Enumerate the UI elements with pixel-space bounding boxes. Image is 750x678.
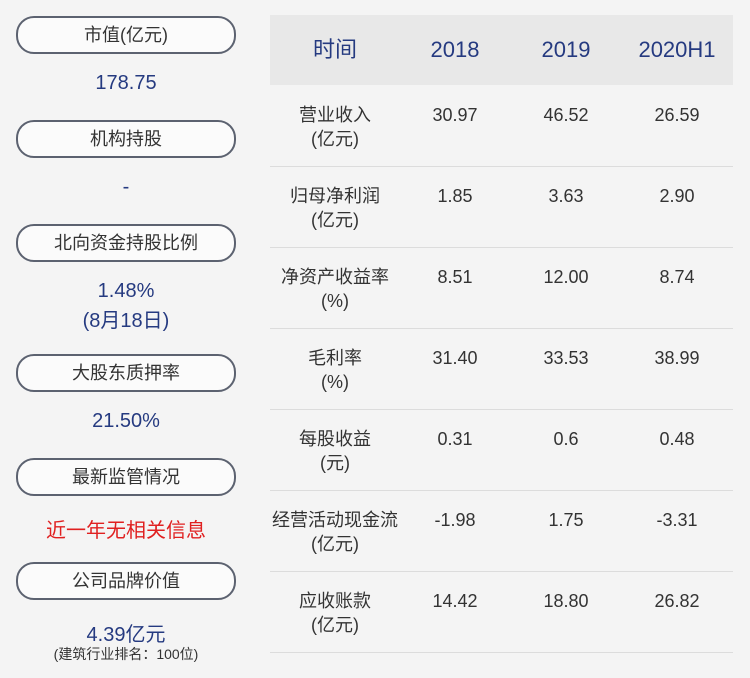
table-row: 应收账款 (亿元) 14.42 18.80 26.82 <box>270 571 733 653</box>
row-label-name: 毛利率 <box>308 348 362 368</box>
figure-value: 1.48% <box>97 280 155 302</box>
row-label: 营业收入 (亿元) <box>270 103 400 151</box>
value-cell: 26.59 <box>654 105 700 125</box>
row-label-name: 归母净利润 <box>290 186 380 206</box>
row-label-name: 经营活动现金流 <box>272 510 398 530</box>
header-cell: 时间 <box>312 37 357 62</box>
table-header <box>270 15 733 85</box>
label-pill: 公司品牌价值 <box>16 562 236 600</box>
table-row: 营业收入 (亿元) 30.97 46.52 26.59 <box>270 85 733 167</box>
row-label-name: 应收账款 <box>299 591 371 611</box>
label-pill: 北向资金持股比例 <box>16 224 236 262</box>
row-label: 经营活动现金流 (亿元) <box>270 508 400 556</box>
value-cell: 18.80 <box>543 591 589 611</box>
value-cell: 12.00 <box>543 267 589 287</box>
figure-value: 4.39亿元 <box>86 624 166 646</box>
label-pill: 机构持股 <box>16 120 236 158</box>
row-label: 应收账款 (亿元) <box>270 589 400 637</box>
row-label-name: 净资产收益率 <box>281 267 389 287</box>
row-label: 毛利率 (%) <box>270 346 400 394</box>
header-cell: 2020H1 <box>638 37 716 62</box>
value-cell: 14.42 <box>432 591 478 611</box>
row-label-name: 营业收入 <box>299 105 371 125</box>
value-cell: 30.97 <box>432 105 478 125</box>
table-row: 归母净利润 (亿元) 1.85 3.63 2.90 <box>270 166 733 248</box>
figure-value: 近一年无相关信息 <box>46 520 206 542</box>
figure-value: 21.50% <box>92 410 160 432</box>
figure-note: (建筑行业排名：100位) <box>53 646 199 662</box>
value-cell: 8.74 <box>659 267 695 287</box>
value-cell: 31.40 <box>432 348 478 368</box>
table-row: 净资产收益率 (%) 8.51 12.00 8.74 <box>270 247 733 329</box>
value-cell: 1.75 <box>548 510 584 530</box>
row-label-unit: (亿元) <box>311 129 359 149</box>
header-cell: 2019 <box>541 37 591 62</box>
value-cell: -3.31 <box>656 510 698 530</box>
figure-note: (8月18日) <box>82 310 170 332</box>
figure-value: - <box>122 176 130 198</box>
value-cell: 46.52 <box>543 105 589 125</box>
row-label: 归母净利润 (亿元) <box>270 184 400 232</box>
value-cell: 0.31 <box>437 429 473 449</box>
value-cell: 0.48 <box>659 429 695 449</box>
table-row: 经营活动现金流 (亿元) -1.98 1.75 -3.31 <box>270 490 733 572</box>
figure-value: 178.75 <box>95 72 157 94</box>
row-label-unit: (元) <box>320 453 350 473</box>
row-label: 净资产收益率 (%) <box>270 265 400 313</box>
row-label-name: 每股收益 <box>299 429 371 449</box>
value-cell: 3.63 <box>548 186 584 206</box>
label-pill: 最新监管情况 <box>16 458 236 496</box>
row-label: 每股收益 (元) <box>270 427 400 475</box>
value-cell: 33.53 <box>543 348 589 368</box>
value-cell: 2.90 <box>659 186 695 206</box>
value-cell: 0.6 <box>553 429 579 449</box>
label-pill: 大股东质押率 <box>16 354 236 392</box>
value-cell: 38.99 <box>654 348 700 368</box>
row-label-unit: (亿元) <box>311 210 359 230</box>
row-label-unit: (亿元) <box>311 534 359 554</box>
value-cell: 26.82 <box>654 591 700 611</box>
table-row: 每股收益 (元) 0.31 0.6 0.48 <box>270 409 733 491</box>
table-row: 毛利率 (%) 31.40 33.53 38.99 <box>270 328 733 410</box>
row-label-unit: (%) <box>321 291 349 311</box>
label-pill: 市值(亿元) <box>16 16 236 54</box>
value-cell: 8.51 <box>437 267 473 287</box>
row-label-unit: (%) <box>321 372 349 392</box>
header-cell: 2018 <box>430 37 480 62</box>
value-cell: -1.98 <box>434 510 476 530</box>
row-label-unit: (亿元) <box>311 615 359 635</box>
value-cell: 1.85 <box>437 186 473 206</box>
